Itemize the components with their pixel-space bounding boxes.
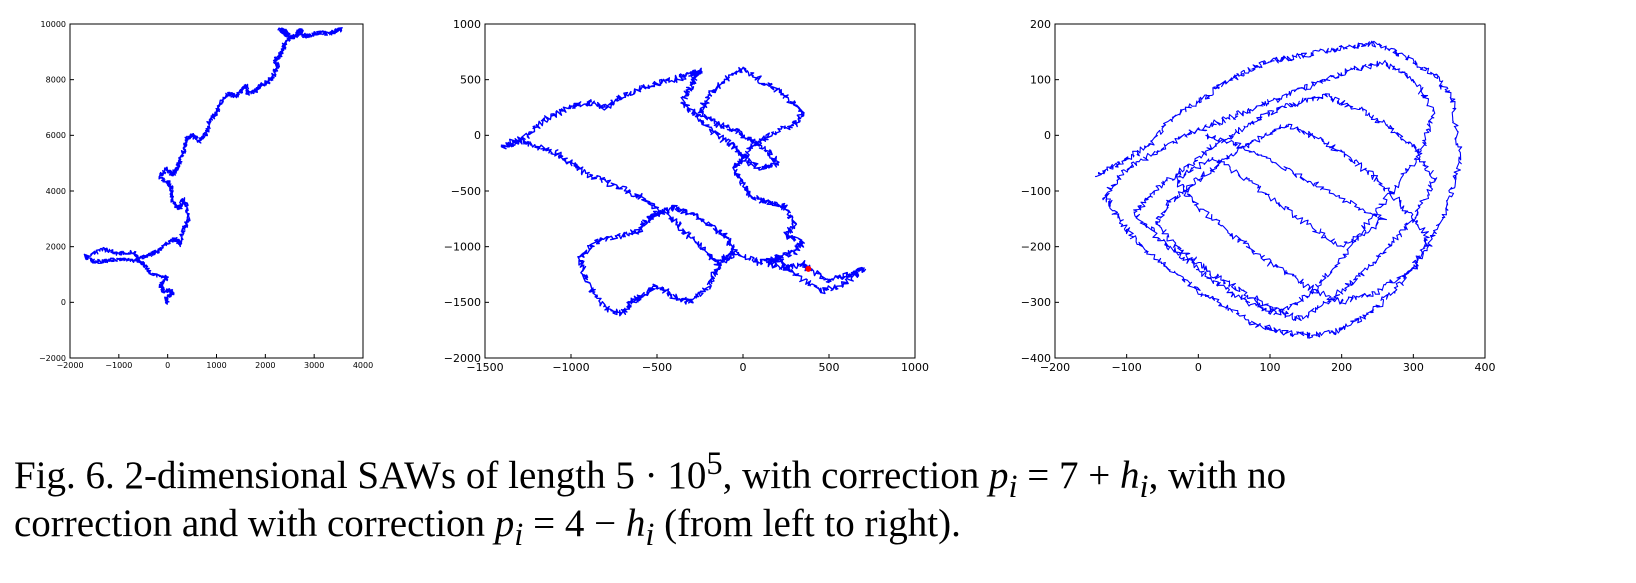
- caption-subscript: i: [645, 516, 655, 553]
- x-tick-label: −200: [1040, 361, 1070, 374]
- x-tick-label: −500: [642, 361, 672, 374]
- x-tick-label: 3000: [304, 361, 324, 370]
- y-tick-label: 4000: [46, 187, 66, 196]
- x-tick-label: 1000: [206, 361, 226, 370]
- caption-text: Fig. 6. 2-dimensional SAWs of length 5 ·…: [14, 454, 707, 497]
- saw-path-1: [1094, 40, 1463, 339]
- chart-panel-right: −200 −100 0 100 200 300 400 −400 −300 −200 −100 0 10…: [1010, 0, 1530, 380]
- saw-path-1: [83, 27, 343, 305]
- y-tick-label: −1000: [444, 241, 481, 254]
- caption-text: correction and with correction: [14, 502, 495, 545]
- caption-math-p: p: [494, 502, 515, 545]
- caption-text: , with no: [1148, 454, 1287, 497]
- caption-subscript: i: [1008, 468, 1018, 505]
- caption-text: = 4 −: [523, 502, 626, 545]
- x-tick-label: 300: [1403, 361, 1424, 374]
- y-tick-label: 200: [1030, 18, 1051, 31]
- caption-exponent: 5: [706, 446, 723, 482]
- y-tick-label: 0: [61, 298, 66, 307]
- caption-math-p: p: [989, 454, 1009, 497]
- y-tick-label: −2000: [39, 354, 66, 363]
- caption-text: (from left to right).: [654, 502, 961, 545]
- y-tick-label: 0: [474, 129, 481, 142]
- x-tick-label: 400: [1475, 361, 1496, 374]
- caption-math-h: h: [625, 502, 646, 545]
- caption-math-h: h: [1120, 454, 1140, 497]
- saw-plot-right: −200 −100 0 100 200 300 400 −400 −300 −200 −100 0 10…: [1021, 18, 1496, 374]
- caption-subscript: i: [1139, 468, 1149, 505]
- chart-panel-left: −2000 −1000 0 1000 2000 3000 4000 −2000 0 2000 400…: [0, 0, 400, 380]
- figure-caption: Fig. 6. 2-dimensional SAWs of length 5 ·…: [14, 448, 1626, 551]
- y-tick-label: −500: [451, 185, 481, 198]
- x-tick-label: 0: [740, 361, 747, 374]
- y-tick-label: −300: [1021, 296, 1051, 309]
- y-tick-label: 1000: [453, 18, 481, 31]
- chart-panel-middle: −1500 −1000 −500 0 500 1000 −2000 −1500 −1000 −50…: [440, 0, 960, 380]
- y-tick-label: 500: [460, 74, 481, 87]
- y-tick-label: 6000: [46, 131, 66, 140]
- saw-path-1: [500, 66, 867, 317]
- y-tick-label: −2000: [444, 352, 481, 365]
- y-tick-label: 8000: [46, 75, 66, 84]
- plot-frame: [69, 23, 364, 359]
- y-tick-label: −200: [1021, 241, 1051, 254]
- caption-line-1: Fig. 6. 2-dimensional SAWs of length 5 ·…: [14, 448, 1626, 503]
- y-tick-label: 100: [1030, 74, 1051, 87]
- x-tick-label: 0: [1195, 361, 1202, 374]
- x-tick-label: 0: [165, 361, 170, 370]
- caption-text: = 7 +: [1017, 454, 1121, 497]
- saw-plot-left: −2000 −1000 0 1000 2000 3000 4000 −2000 0 2000 400…: [39, 20, 373, 370]
- x-tick-label: −1500: [466, 361, 503, 374]
- x-tick-label: 2000: [255, 361, 275, 370]
- x-tick-label: 200: [1331, 361, 1352, 374]
- y-tick-label: −100: [1021, 185, 1051, 198]
- x-tick-label: −1000: [105, 361, 132, 370]
- x-tick-label: 500: [819, 361, 840, 374]
- saw-plot-middle: −1500 −1000 −500 0 500 1000−2000−1500−1000−50…: [444, 18, 929, 374]
- y-tick-label: 2000: [46, 242, 66, 251]
- y-tick-label: 0: [1044, 129, 1051, 142]
- x-tick-label: 4000: [353, 361, 373, 370]
- caption-line-2: correction and with correction pi = 4 − …: [14, 500, 1626, 551]
- x-tick-label: 100: [1260, 361, 1281, 374]
- x-tick-label: −100: [1112, 361, 1142, 374]
- y-tick-label: 10000: [41, 20, 66, 29]
- start-marker: [805, 265, 812, 272]
- x-tick-label: 1000: [901, 361, 929, 374]
- x-tick-label: −1000: [552, 361, 589, 374]
- x-tick-label: −2000: [56, 361, 83, 370]
- y-tick-label: −400: [1021, 352, 1051, 365]
- y-tick-label: −1500: [444, 296, 481, 309]
- caption-subscript: i: [514, 516, 524, 553]
- caption-text: , with correction: [722, 454, 989, 497]
